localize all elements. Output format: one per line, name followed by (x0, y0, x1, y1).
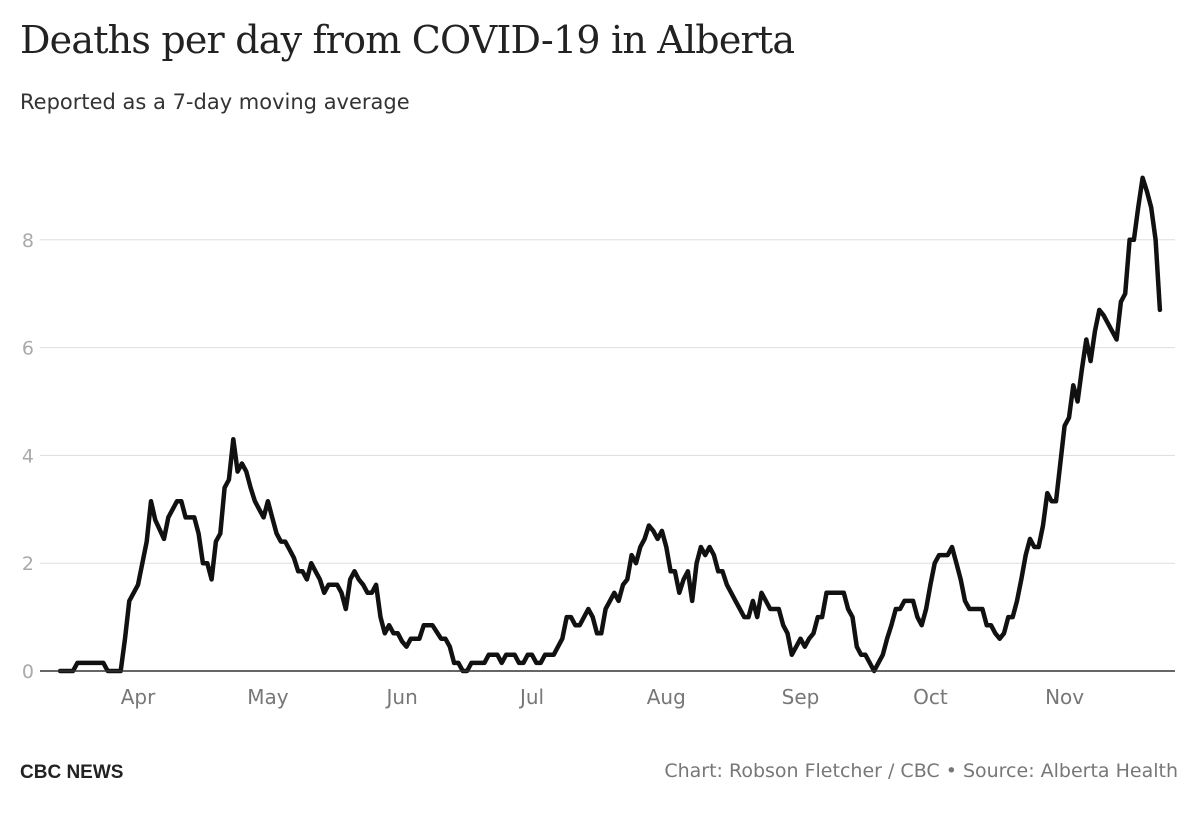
y-tick-label: 8 (22, 230, 34, 252)
y-tick-label: 0 (22, 661, 34, 683)
chart-subtitle: Reported as a 7-day moving average (20, 90, 410, 114)
x-tick-label-nov: Nov (1045, 685, 1084, 709)
x-axis-ticks: Apr May Jun Jul Aug Sep Oct Nov (121, 685, 1085, 709)
source-credit: Chart: Robson Fletcher / CBC • Source: A… (664, 760, 1178, 782)
gridlines (40, 239, 1175, 564)
series-layer (57, 175, 1163, 674)
y-tick-label: 2 (22, 553, 34, 575)
x-tick-label-sep: Sep (782, 685, 820, 709)
x-tick-label-apr: Apr (121, 685, 156, 709)
chart-title: Deaths per day from COVID-19 in Alberta (20, 18, 795, 62)
x-tick-label-oct: Oct (913, 685, 948, 709)
brand-logo-text: CBC NEWS (20, 762, 124, 783)
x-tick-label-may: May (247, 685, 289, 709)
series-line-0 (57, 175, 1163, 674)
x-tick-label-jul: Jul (518, 685, 544, 709)
y-tick-label: 6 (22, 338, 34, 360)
x-tick-label-aug: Aug (647, 685, 686, 709)
y-tick-label: 4 (22, 445, 34, 467)
x-tick-label-jun: Jun (385, 685, 418, 709)
y-axis-ticks: 0 2 4 6 8 (22, 230, 34, 683)
